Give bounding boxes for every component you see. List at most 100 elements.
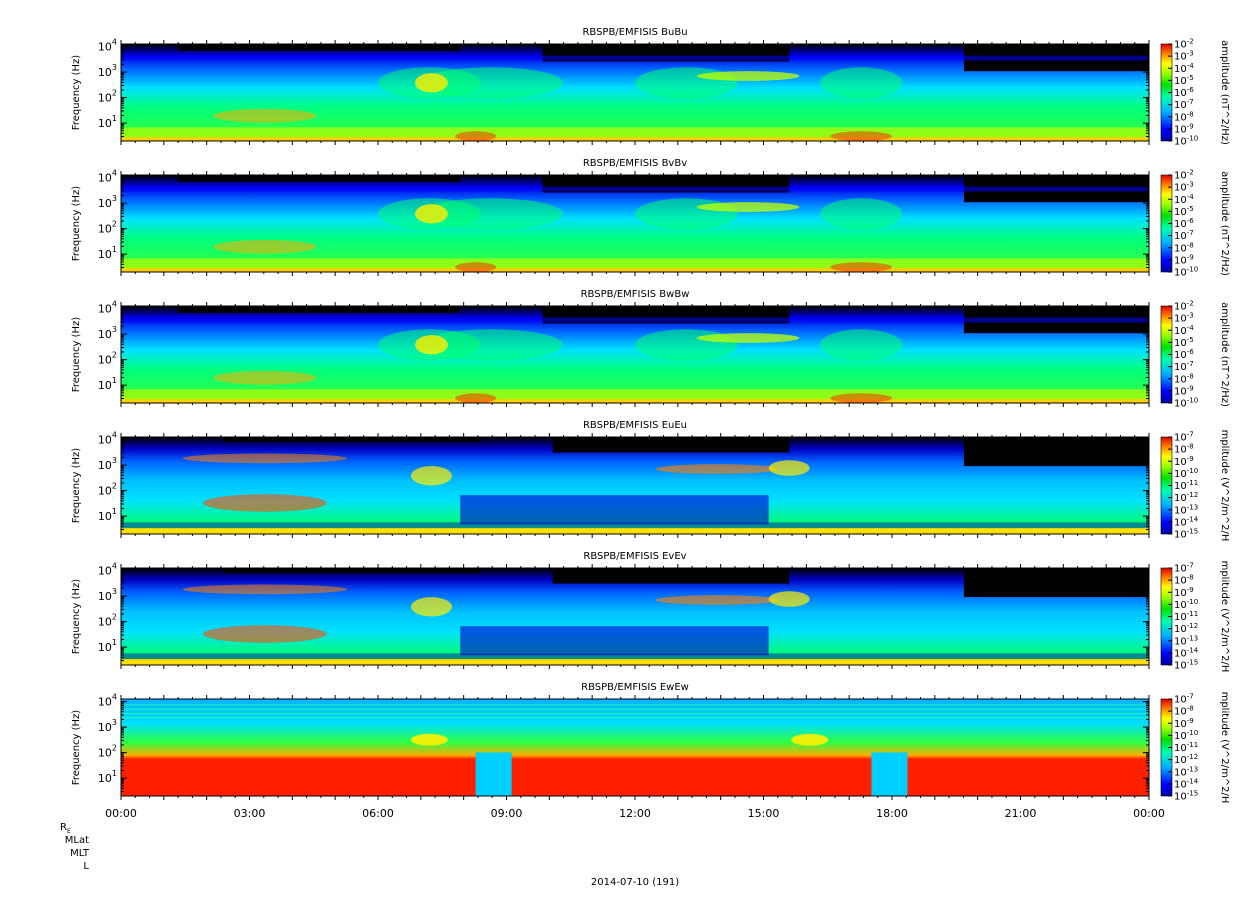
colorbar-tick-label: 10-8 [1174, 110, 1194, 123]
y-tick-label: 102 [98, 220, 117, 236]
y-tick-label: 101 [98, 638, 117, 654]
y-axis-label: Frequency (Hz) [71, 579, 82, 655]
y-tick-label: 102 [98, 482, 117, 498]
colorbar-tick-label: 10-7 [1174, 360, 1194, 373]
colorbar-tick-label: 10-3 [1174, 50, 1194, 63]
colorbar-tick-label: 10-15 [1174, 659, 1198, 672]
colorbar-tick-label: 10-2 [1174, 169, 1194, 182]
colorbar-tick-label: 10-13 [1174, 634, 1198, 647]
y-tick-label: 101 [98, 245, 117, 261]
colorbar-tick-label: 10-7 [1174, 98, 1194, 111]
y-tick-label: 103 [98, 587, 117, 603]
spectrogram-image [121, 44, 1149, 141]
colorbar-tick-label: 10-10 [1174, 598, 1198, 611]
y-tick-label: 103 [98, 325, 117, 341]
x-tick-label: 09:00 [491, 807, 523, 820]
y-tick-label: 103 [98, 63, 117, 79]
colorbar-tick-label: 10-9 [1174, 122, 1194, 135]
x-tick-label: 12:00 [619, 807, 651, 820]
colorbar: 10-710-810-910-1010-1110-1210-1310-1410-… [1160, 692, 1230, 804]
colorbar-tick-label: 10-6 [1174, 86, 1194, 99]
y-tick-label: 104 [98, 431, 117, 447]
colorbar-tick-label: 10-13 [1174, 503, 1198, 516]
colorbar-tick-label: 10-8 [1174, 372, 1194, 385]
y-axis-label: Frequency (Hz) [71, 186, 82, 262]
y-tick-label: 104 [98, 693, 117, 709]
panel-title: RBSPB/EMFISIS EuEu [583, 420, 687, 431]
mlt-label: MLT [70, 848, 90, 859]
spectrogram-panel-3: RBSPB/EMFISIS BwBw 101 102 103 104 Frequency … [71, 289, 1230, 410]
y-axis-label: Frequency (Hz) [71, 710, 82, 786]
colorbar-tick-label: 10-7 [1174, 229, 1194, 242]
y-tick-label: 102 [98, 613, 117, 629]
colorbar-tick-label: 10-10 [1174, 729, 1198, 742]
colorbar-tick-label: 10-10 [1174, 467, 1198, 480]
y-tick-label: 103 [98, 718, 117, 734]
colorbar-label: amplitude (nT^2/Hz) [1219, 171, 1230, 276]
spectrogram-panel-4: RBSPB/EMFISIS EuEu 101 102 103 104 Frequency … [71, 420, 1230, 541]
colorbar-label: mplitude (V^2/m^2/H [1219, 692, 1230, 804]
spectrogram-image [121, 699, 1149, 796]
y-tick-label: 101 [98, 507, 117, 523]
colorbar-tick-label: 10-15 [1174, 528, 1198, 541]
colorbar-tick-label: 10-5 [1174, 205, 1194, 218]
colorbar-tick-label: 10-8 [1174, 705, 1194, 718]
colorbar-tick-label: 10-4 [1174, 324, 1194, 337]
x-tick-label: 00:00 [1133, 807, 1165, 820]
panel-title: RBSPB/EMFISIS EwEw [581, 682, 689, 693]
colorbar-tick-label: 10-5 [1174, 74, 1194, 87]
colorbar-tick-label: 10-8 [1174, 574, 1194, 587]
colorbar-tick-label: 10-9 [1174, 384, 1194, 397]
colorbar-tick-label: 10-4 [1174, 193, 1194, 206]
colorbar-tick-label: 10-10 [1174, 397, 1198, 410]
l-shell-label: L [83, 861, 89, 872]
y-tick-label: 104 [98, 169, 117, 185]
colorbar-label: amplitude (nT^2/Hz) [1219, 40, 1230, 145]
colorbar-tick-label: 10-3 [1174, 312, 1194, 325]
x-tick-label: 15:00 [748, 807, 780, 820]
colorbar-tick-label: 10-12 [1174, 622, 1198, 635]
y-axis-label: Frequency (Hz) [71, 317, 82, 393]
colorbar-tick-label: 10-6 [1174, 217, 1194, 230]
colorbar-tick-label: 10-7 [1174, 431, 1194, 444]
colorbar-tick-label: 10-7 [1174, 693, 1194, 706]
orbit-labels: RE MLat MLT L [60, 822, 90, 872]
colorbar-tick-label: 10-9 [1174, 253, 1194, 266]
re-label: RE [60, 822, 71, 835]
panel-title: RBSPB/EMFISIS EvEv [583, 551, 686, 562]
y-tick-label: 101 [98, 114, 117, 130]
colorbar-tick-label: 10-14 [1174, 646, 1199, 659]
colorbar-label: mplitude (V^2/m^2/H [1219, 561, 1230, 673]
y-tick-label: 102 [98, 744, 117, 760]
colorbar-tick-label: 10-11 [1174, 479, 1198, 492]
spectrogram-panel-6: RBSPB/EMFISIS EwEw 101 102 103 104 Frequency … [71, 682, 1230, 803]
colorbar-label: mplitude (V^2/m^2/H [1219, 430, 1230, 542]
colorbar-tick-label: 10-12 [1174, 753, 1198, 766]
y-tick-label: 102 [98, 89, 117, 105]
colorbar-tick-label: 10-4 [1174, 62, 1194, 75]
colorbar-tick-label: 10-2 [1174, 300, 1194, 313]
x-tick-label: 06:00 [362, 807, 394, 820]
spectrogram-image [121, 568, 1149, 665]
colorbar-tick-label: 10-5 [1174, 336, 1194, 349]
colorbar-tick-label: 10-2 [1174, 38, 1194, 51]
colorbar: 10-710-810-910-1010-1110-1210-1310-1410-… [1160, 430, 1230, 542]
spectrogram-image [121, 437, 1149, 534]
spectrogram-panel-1: RBSPB/EMFISIS BuBu 101 102 103 104 Frequency … [71, 27, 1230, 148]
colorbar-tick-label: 10-12 [1174, 491, 1198, 504]
y-tick-label: 104 [98, 562, 117, 578]
x-tick-label: 03:00 [234, 807, 266, 820]
y-tick-label: 104 [98, 38, 117, 54]
colorbar-tick-label: 10-9 [1174, 455, 1194, 468]
date-label: 2014-07-10 (191) [591, 877, 679, 888]
colorbar-tick-label: 10-11 [1174, 741, 1198, 754]
colorbar-tick-label: 10-8 [1174, 241, 1194, 254]
spectrogram-image [121, 175, 1149, 272]
colorbar-tick-label: 10-14 [1174, 515, 1199, 528]
y-tick-label: 103 [98, 194, 117, 210]
y-axis-label: Frequency (Hz) [71, 448, 82, 524]
colorbar-tick-label: 10-14 [1174, 777, 1199, 790]
y-tick-label: 104 [98, 300, 117, 316]
colorbar-tick-label: 10-9 [1174, 717, 1194, 730]
x-tick-label: 21:00 [1005, 807, 1037, 820]
